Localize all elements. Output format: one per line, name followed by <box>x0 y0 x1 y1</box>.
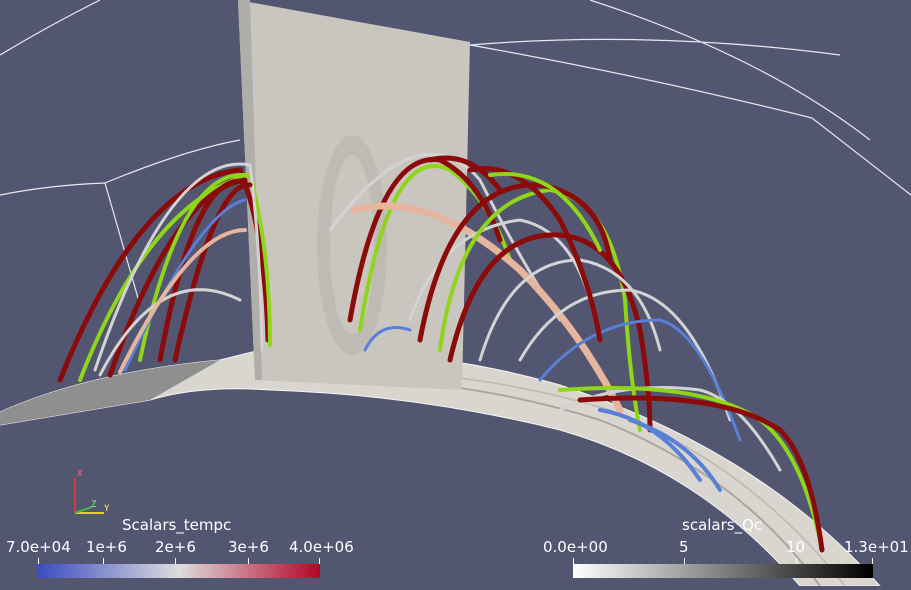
z-axis-line <box>74 506 93 514</box>
legend-qc-title: scalars_Qc <box>682 516 763 534</box>
legend-qc-tickmark <box>573 558 574 564</box>
legend-tempc-tick-0: 7.0e+04 <box>6 538 71 556</box>
legend-qc-colorbar <box>573 564 873 578</box>
flux-tubes-left <box>57 162 272 383</box>
legend-tempc-tick-4: 4.0e+06 <box>289 538 354 556</box>
legend-qc-tick-1: 5 <box>679 538 689 556</box>
legend-qc-tick-0: 0.0e+00 <box>543 538 608 556</box>
legend-tempc-title: Scalars_tempc <box>122 516 232 534</box>
axis-y-label: Y <box>104 504 110 514</box>
orientation-axes <box>74 478 104 514</box>
legend-tempc-tick-2: 2e+6 <box>155 538 196 556</box>
axis-x-label: X <box>77 469 83 479</box>
legend-qc-tick-2: 10 <box>786 538 806 556</box>
legend-qc-tick-3: 1.3e+01 <box>844 538 909 556</box>
legend-tempc-tickmark <box>175 558 176 564</box>
legend-qc-tickmark <box>684 558 685 564</box>
legend-qc-tickmark <box>796 558 797 564</box>
axis-z-label: Z <box>91 500 97 510</box>
flux-tubes-right <box>328 152 825 553</box>
legend-tempc-tick-1: 1e+6 <box>86 538 127 556</box>
legend-tempc-tick-3: 3e+6 <box>228 538 269 556</box>
wireframe-grid <box>0 0 911 306</box>
legend-tempc-colorbar <box>38 564 320 578</box>
legend-tempc-tickmark <box>38 558 39 564</box>
legend-tempc-tickmark <box>248 558 249 564</box>
legend-tempc-tickmark <box>319 558 320 564</box>
wall-slice <box>238 0 470 390</box>
legend-qc-tickmark <box>872 558 873 564</box>
legend-tempc-tickmark <box>103 558 104 564</box>
